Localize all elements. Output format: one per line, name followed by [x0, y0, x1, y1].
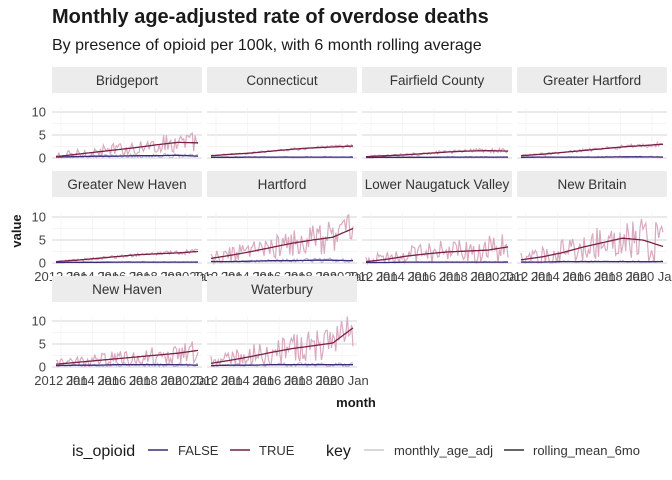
facet-strip [362, 67, 512, 93]
facet-strip [362, 171, 512, 197]
facet-title: Greater New Haven [67, 177, 186, 192]
x-tick-label: 2020 Jan [160, 373, 214, 388]
x-tick-label: 2018 Jan [594, 269, 648, 284]
x-tick-label: 2016 Jan [97, 373, 151, 388]
facet-panel: Connecticut [207, 67, 357, 160]
legend-title-linetype: key [326, 443, 351, 460]
facet-strip [52, 67, 202, 93]
x-tick-label: 2012 Jan [189, 373, 243, 388]
y-tick-label: 0 [39, 360, 46, 375]
y-tick-label: 10 [32, 210, 46, 225]
x-tick-label: 2020 Jan [315, 373, 369, 388]
series-false-rolling [56, 364, 199, 367]
facet-strip [207, 276, 357, 302]
facet-title: Greater Hartford [543, 73, 641, 88]
x-tick-label: 2014 Jan [376, 269, 430, 284]
facet-strip [517, 171, 667, 197]
y-tick-label: 5 [39, 128, 46, 143]
chart-title: Monthly age-adjusted rate of overdose de… [52, 6, 489, 28]
x-tick-label: 2018 Jan [439, 269, 493, 284]
x-tick-label: 2016 Jan [407, 269, 461, 284]
legend-label-rolling: rolling_mean_6mo [533, 443, 640, 458]
facet-title: Waterbury [251, 282, 313, 297]
facet-panel: Greater Hartford [517, 67, 667, 160]
x-tick-label: 2014 Jan [531, 269, 585, 284]
x-tick-label: 2018 Jan [284, 373, 338, 388]
series-true-monthly [55, 341, 199, 368]
x-tick-label: 2020 Jan [625, 269, 672, 284]
series-true-rolling [520, 143, 664, 157]
facet-title: Bridgeport [96, 73, 159, 88]
facet-strip [52, 171, 202, 197]
x-tick-label: 2014 Jan [221, 373, 275, 388]
series-true-rolling [210, 145, 354, 157]
facet-title: Lower Naugatuck Valley [365, 177, 510, 192]
legend-label-false: FALSE [178, 443, 219, 458]
facet-strip [52, 276, 202, 302]
y-tick-label: 5 [39, 233, 46, 248]
series-true-monthly [210, 213, 354, 266]
legend-label-monthly: monthly_age_adj [394, 443, 493, 458]
y-tick-label: 0 [39, 151, 46, 166]
series-false-rolling [211, 259, 353, 263]
series-true-rolling [55, 250, 199, 263]
x-tick-label: 2012 Jan [499, 269, 553, 284]
y-tick-label: 5 [39, 337, 46, 352]
x-tick-label: 2012 Jan [34, 373, 88, 388]
series-true-rolling [366, 149, 508, 158]
facet-panel: Fairfield County [362, 67, 512, 160]
series-true-rolling [365, 246, 509, 263]
facet-panel: Bridgeport 0 5 10 [32, 67, 202, 166]
series-true-monthly [210, 316, 354, 368]
legend-title-color: is_opioid [72, 443, 135, 460]
x-axis-label: month [336, 395, 376, 410]
x-tick-label: 2020 Jan [470, 269, 524, 284]
series-true-rolling [210, 327, 354, 364]
series-true-rolling [520, 237, 664, 261]
facet-strip [207, 171, 357, 197]
facet-title: Fairfield County [390, 73, 485, 88]
legend: is_opioid FALSE TRUE key monthly_age_adj roll… [72, 443, 640, 460]
x-tick-label: 2016 Jan [562, 269, 616, 284]
chart-subtitle: By presence of opioid per 100k, with 6 m… [52, 37, 482, 54]
series-true-rolling [55, 349, 199, 365]
y-tick-label: 10 [32, 105, 46, 120]
facet-title: New Britain [557, 177, 626, 192]
y-tick-label: 10 [32, 314, 46, 329]
x-tick-label: 2016 Jan [252, 373, 306, 388]
series-false-rolling [521, 156, 663, 158]
series-true-rolling [55, 141, 198, 158]
facet-title: Connecticut [246, 73, 318, 88]
series-false-rolling [211, 364, 353, 367]
legend-label-true: TRUE [259, 443, 295, 458]
x-tick-label: 2018 Jan [129, 373, 183, 388]
facet-title: Hartford [258, 177, 307, 192]
facet-strip [517, 67, 667, 93]
series-false-rolling [55, 154, 199, 158]
facet-strip [207, 67, 357, 93]
y-axis-label: value [9, 214, 24, 247]
series-true-rolling [210, 227, 354, 260]
x-tick-label: 2012 Jan [344, 269, 398, 284]
x-tick-label: 2014 Jan [66, 373, 120, 388]
y-tick-label: 0 [39, 256, 46, 271]
facet-title: New Haven [92, 282, 162, 297]
series-false-rolling [521, 260, 663, 263]
